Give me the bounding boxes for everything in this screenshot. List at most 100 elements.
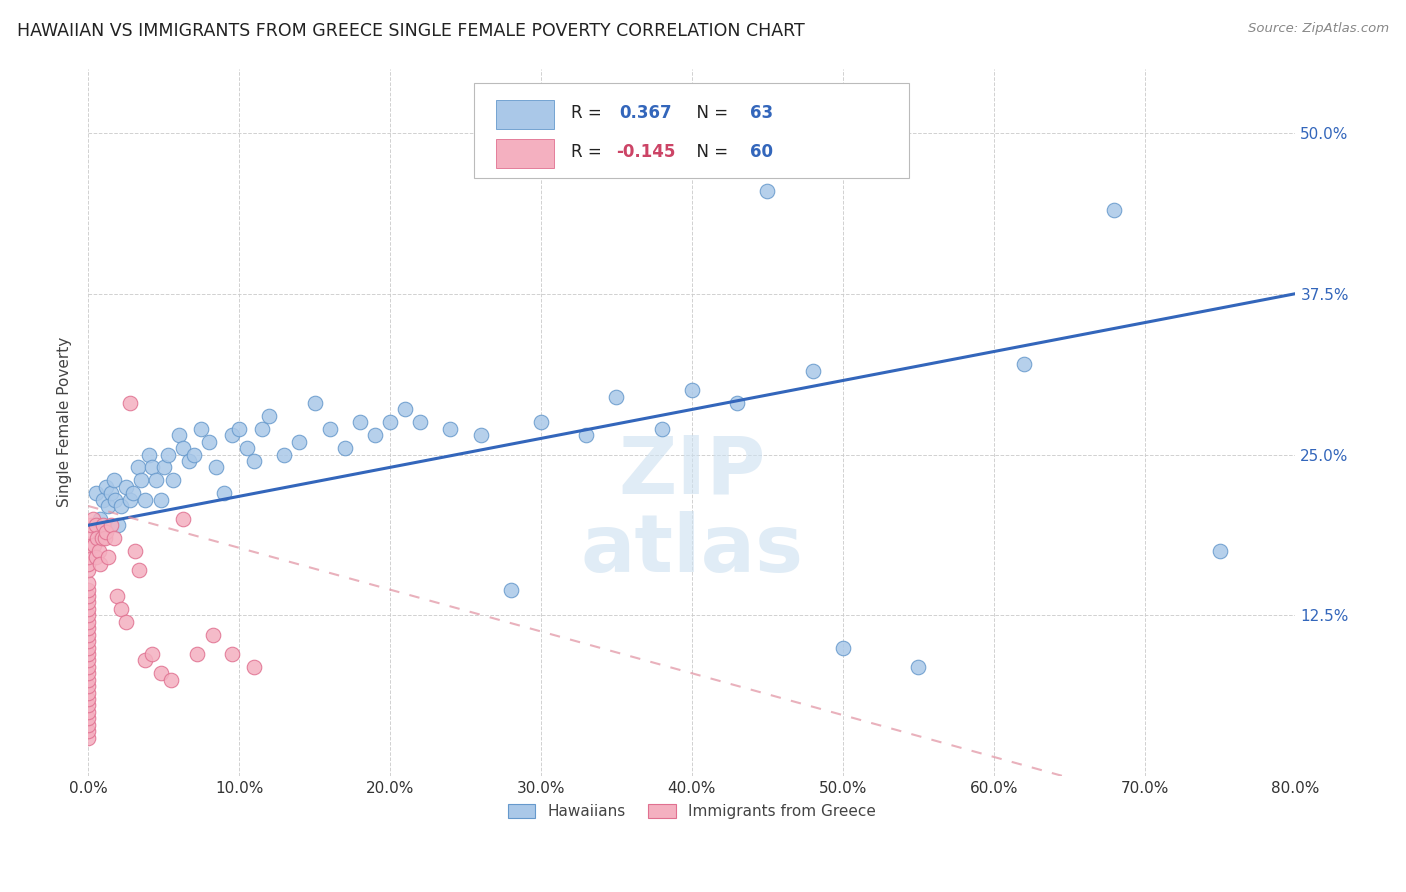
Point (89, 512, 111, 526)
Point (228, 422, 250, 436)
Point (82, 512, 104, 526)
Point (91, 492, 114, 507)
Point (186, 647, 208, 661)
Point (77, 685, 100, 699)
Point (128, 563, 150, 577)
Point (77, 576, 100, 591)
Point (77, 557, 100, 571)
Point (179, 454, 201, 468)
Point (103, 531, 125, 545)
Point (120, 396, 142, 410)
Point (138, 448, 160, 462)
Legend: Hawaiians, Immigrants from Greece: Hawaiians, Immigrants from Greece (502, 797, 882, 825)
Point (84, 550, 107, 565)
Point (77, 660, 100, 674)
Point (100, 518, 122, 533)
Point (77, 621, 100, 635)
Point (90, 531, 112, 545)
Point (77, 666, 100, 681)
Point (124, 544, 146, 558)
Point (183, 448, 205, 462)
Point (104, 492, 127, 507)
Point (134, 492, 156, 507)
Point (202, 627, 225, 641)
Text: -0.145: -0.145 (616, 143, 675, 161)
Point (288, 434, 311, 449)
Point (470, 428, 492, 442)
Text: 0.367: 0.367 (620, 104, 672, 122)
Point (77, 582, 100, 597)
Point (77, 673, 100, 687)
Point (499, 582, 522, 597)
Point (83, 538, 105, 552)
Point (243, 454, 266, 468)
Point (190, 422, 212, 436)
Point (77, 705, 100, 719)
Point (378, 415, 401, 429)
Point (1104, 202, 1126, 217)
Point (77, 627, 100, 641)
Point (86, 531, 108, 545)
Text: HAWAIIAN VS IMMIGRANTS FROM GREECE SINGLE FEMALE POVERTY CORRELATION CHART: HAWAIIAN VS IMMIGRANTS FROM GREECE SINGL… (17, 22, 804, 40)
Point (221, 647, 243, 661)
FancyBboxPatch shape (474, 83, 910, 178)
Point (167, 428, 190, 442)
Point (97, 499, 120, 513)
Text: Source: ZipAtlas.com: Source: ZipAtlas.com (1249, 22, 1389, 36)
Point (221, 428, 243, 442)
Point (257, 409, 280, 423)
Point (651, 422, 673, 436)
Point (77, 524, 100, 539)
Point (409, 415, 432, 429)
Point (120, 492, 142, 507)
Point (145, 473, 167, 487)
Point (107, 518, 129, 533)
Point (97, 550, 120, 565)
Point (129, 473, 152, 487)
Text: 63: 63 (749, 104, 773, 122)
Point (77, 538, 100, 552)
Point (801, 364, 824, 378)
Point (77, 550, 100, 565)
Point (756, 184, 779, 198)
Point (127, 460, 149, 475)
Text: N =: N = (686, 143, 733, 161)
Point (605, 390, 627, 404)
Y-axis label: Single Female Poverty: Single Female Poverty (58, 337, 72, 508)
Point (157, 448, 180, 462)
Point (77, 595, 100, 609)
Point (575, 428, 598, 442)
Point (235, 441, 257, 455)
Text: R =: R = (571, 143, 607, 161)
Point (250, 422, 273, 436)
Point (105, 589, 128, 603)
Point (681, 383, 703, 397)
Point (149, 666, 172, 681)
Point (77, 615, 100, 629)
Point (134, 653, 156, 667)
Text: N =: N = (686, 104, 733, 122)
Point (333, 441, 356, 455)
Point (94, 531, 117, 545)
Point (115, 480, 138, 494)
Point (162, 473, 184, 487)
Text: R =: R = (571, 104, 607, 122)
Point (205, 460, 228, 475)
Point (77, 647, 100, 661)
Point (907, 660, 929, 674)
Point (831, 640, 853, 655)
Point (77, 724, 100, 739)
Point (80, 518, 103, 533)
Point (89, 557, 111, 571)
Point (115, 615, 138, 629)
Point (77, 653, 100, 667)
Text: ZIP: ZIP (619, 433, 765, 511)
Point (273, 448, 295, 462)
Point (77, 640, 100, 655)
Point (100, 486, 122, 500)
FancyBboxPatch shape (496, 139, 554, 168)
Point (394, 402, 416, 417)
Point (77, 731, 100, 745)
Point (77, 698, 100, 713)
Point (110, 499, 132, 513)
